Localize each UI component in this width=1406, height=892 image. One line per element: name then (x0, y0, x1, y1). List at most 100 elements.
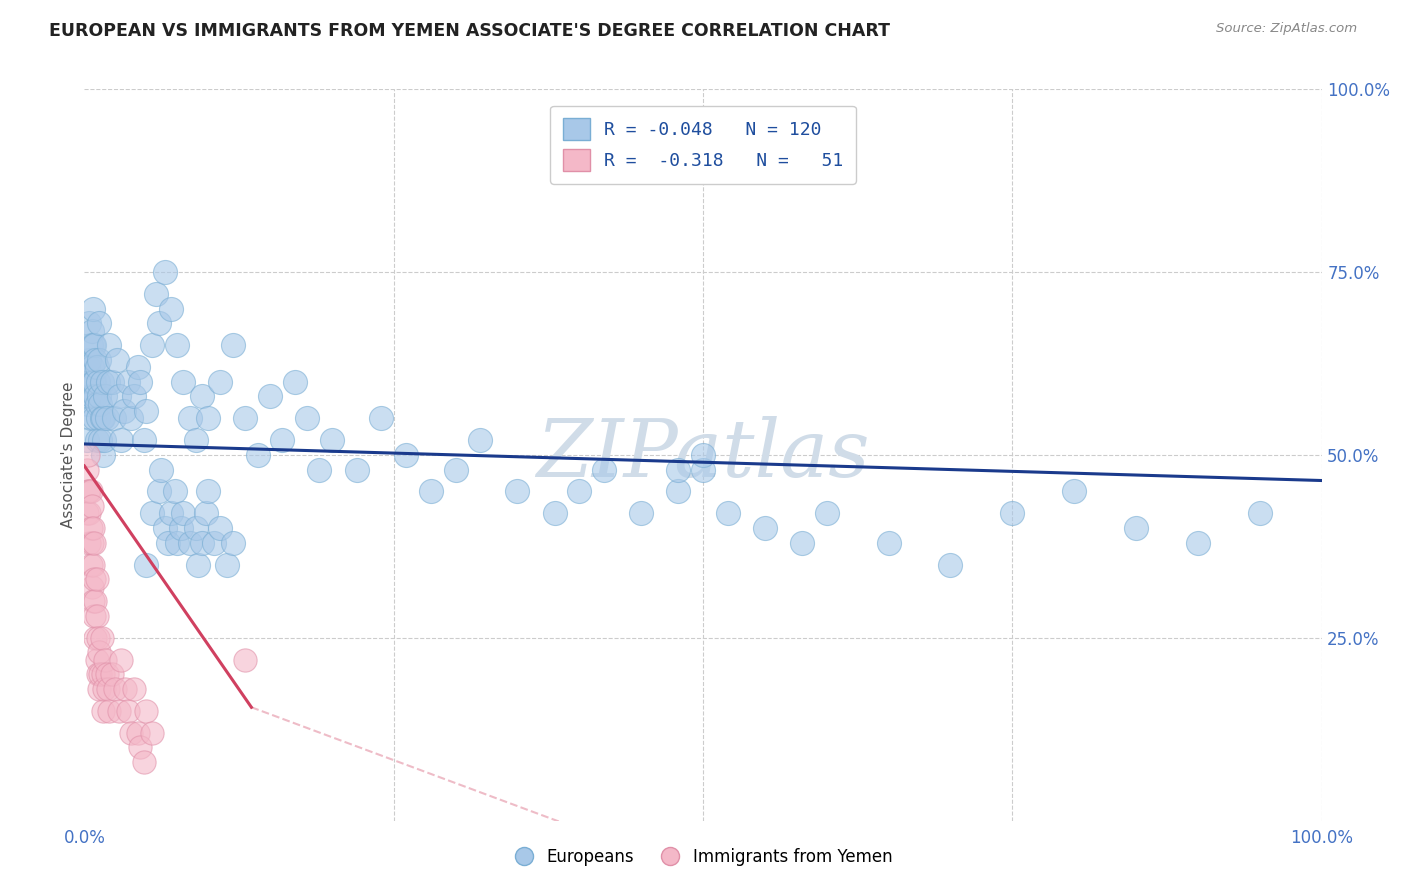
Point (89, 434, 111, 448)
Point (120, 411, 142, 425)
Point (98, 338, 121, 352)
Point (790, 535, 813, 549)
Point (122, 389, 145, 403)
Point (117, 375, 139, 389)
Point (84, 352, 107, 367)
Point (84, 631, 107, 645)
Point (215, 558, 238, 572)
Point (148, 484, 170, 499)
Point (91, 667, 114, 681)
Point (80, 499, 103, 513)
Point (79, 484, 101, 499)
Point (470, 434, 492, 448)
Point (141, 726, 163, 740)
Point (145, 287, 167, 301)
Point (202, 535, 225, 549)
Point (104, 681, 127, 696)
Point (209, 375, 232, 389)
Point (77, 484, 100, 499)
Point (692, 448, 714, 462)
Point (444, 462, 467, 476)
Text: EUROPEAN VS IMMIGRANTS FROM YEMEN ASSOCIATE'S DEGREE CORRELATION CHART: EUROPEAN VS IMMIGRANTS FROM YEMEN ASSOCI… (49, 22, 890, 40)
Point (86, 434, 108, 448)
Point (98, 704, 121, 718)
Point (97, 681, 120, 696)
Point (87, 375, 110, 389)
Point (233, 411, 256, 425)
Point (187, 558, 209, 572)
Point (89, 681, 111, 696)
Point (93, 434, 115, 448)
Point (76, 434, 98, 448)
Point (108, 704, 131, 718)
Point (692, 462, 714, 476)
Point (79, 535, 101, 549)
Point (132, 755, 155, 769)
Point (79, 375, 101, 389)
Point (83, 375, 105, 389)
Point (191, 389, 214, 403)
Point (87, 411, 110, 425)
Point (153, 521, 176, 535)
Point (141, 338, 163, 352)
Y-axis label: Associate's Degree: Associate's Degree (60, 382, 76, 528)
Point (370, 411, 392, 425)
Point (127, 726, 149, 740)
Point (82, 521, 104, 535)
Point (91, 411, 114, 425)
Point (754, 521, 776, 535)
Point (77, 448, 100, 462)
Point (86, 653, 108, 667)
Point (96, 411, 118, 425)
Point (1001, 507, 1024, 521)
Point (80, 324, 103, 338)
Point (79, 411, 101, 425)
Point (308, 462, 330, 476)
Point (284, 375, 307, 389)
Point (166, 535, 188, 549)
Point (108, 389, 131, 403)
Point (79, 484, 101, 499)
Text: ZIPatlas: ZIPatlas (536, 417, 870, 493)
Point (568, 484, 591, 499)
Point (87, 631, 110, 645)
Point (163, 484, 186, 499)
Point (666, 462, 689, 476)
Point (80, 360, 103, 375)
Point (346, 462, 368, 476)
Point (222, 535, 245, 549)
Point (197, 411, 219, 425)
Point (815, 507, 838, 521)
Point (246, 448, 269, 462)
Point (135, 558, 157, 572)
Point (233, 653, 256, 667)
Point (82, 301, 104, 316)
Point (87, 667, 110, 681)
Point (1063, 484, 1085, 499)
Point (94, 653, 117, 667)
Point (114, 681, 136, 696)
Point (80, 580, 103, 594)
Point (222, 338, 245, 352)
Point (80, 389, 103, 403)
Point (395, 448, 418, 462)
Point (89, 397, 111, 411)
Point (630, 507, 652, 521)
Point (122, 681, 145, 696)
Point (135, 404, 157, 418)
Point (79, 316, 101, 330)
Point (295, 411, 318, 425)
Point (83, 535, 105, 549)
Point (79, 521, 101, 535)
Point (90, 375, 112, 389)
Point (160, 507, 183, 521)
Point (79, 558, 101, 572)
Point (160, 301, 183, 316)
Point (150, 462, 173, 476)
Point (83, 411, 105, 425)
Point (76, 462, 98, 476)
Point (82, 558, 104, 572)
Point (593, 462, 616, 476)
Point (1249, 507, 1271, 521)
Point (84, 389, 107, 403)
